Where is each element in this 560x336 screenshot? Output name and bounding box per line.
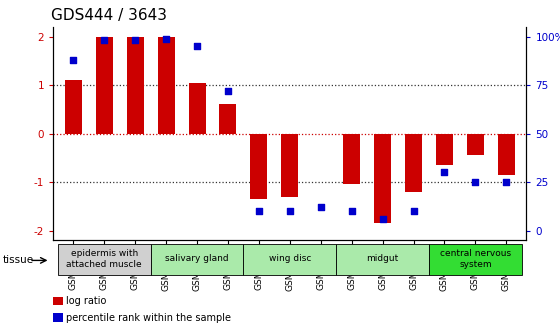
Text: log ratio: log ratio xyxy=(66,296,106,306)
Bar xyxy=(250,134,267,199)
Bar xyxy=(405,134,422,192)
Point xyxy=(347,208,356,214)
Point xyxy=(193,44,202,49)
Point xyxy=(69,57,78,62)
Bar xyxy=(343,134,360,184)
Bar xyxy=(65,80,82,134)
Bar xyxy=(157,37,175,134)
Bar xyxy=(58,244,151,276)
Text: wing disc: wing disc xyxy=(269,254,311,263)
Text: GDS444 / 3643: GDS444 / 3643 xyxy=(51,8,167,23)
Point xyxy=(100,38,109,43)
Text: central nervous
system: central nervous system xyxy=(440,249,511,269)
Bar xyxy=(220,104,236,134)
Point xyxy=(130,38,139,43)
Bar xyxy=(244,244,336,276)
Point xyxy=(285,208,295,214)
Point xyxy=(440,170,449,175)
Bar xyxy=(96,37,113,134)
Point xyxy=(502,179,511,185)
Bar xyxy=(436,134,453,165)
Bar xyxy=(336,244,429,276)
Point xyxy=(316,205,325,210)
Text: midgut: midgut xyxy=(366,254,399,263)
Point xyxy=(254,208,263,214)
Point xyxy=(162,36,171,41)
Text: percentile rank within the sample: percentile rank within the sample xyxy=(66,312,231,323)
Point xyxy=(471,179,480,185)
Bar xyxy=(189,83,206,134)
Point xyxy=(409,208,418,214)
Bar xyxy=(429,244,522,276)
Bar xyxy=(151,244,244,276)
Text: tissue: tissue xyxy=(3,255,34,265)
Bar xyxy=(467,134,484,155)
Bar xyxy=(498,134,515,175)
Point xyxy=(378,216,387,222)
Bar xyxy=(281,134,298,197)
Text: epidermis with
attached muscle: epidermis with attached muscle xyxy=(67,249,142,269)
Point xyxy=(223,88,232,94)
Bar xyxy=(374,134,391,223)
Text: salivary gland: salivary gland xyxy=(165,254,229,263)
Bar xyxy=(127,37,144,134)
